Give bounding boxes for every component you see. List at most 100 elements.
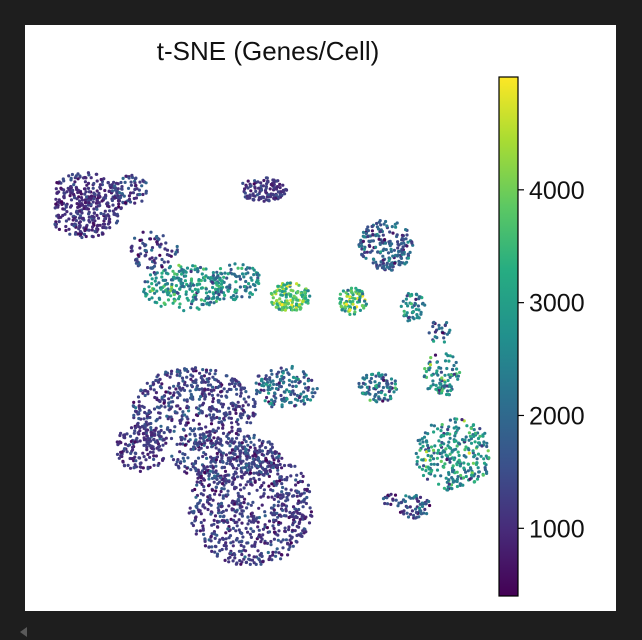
scatter-point: [341, 289, 345, 293]
scatter-point: [193, 519, 197, 523]
scatter-point: [473, 431, 477, 435]
scatter-point: [472, 434, 476, 438]
scatter-point: [291, 528, 295, 532]
scatter-point: [164, 390, 168, 394]
scatter-point: [133, 463, 137, 467]
scatter-point: [298, 512, 302, 516]
scatter-point: [440, 376, 444, 380]
scatter-point: [281, 493, 285, 497]
scatter-point: [235, 295, 239, 299]
scatter-point: [197, 501, 201, 505]
scatter-point: [145, 448, 149, 452]
scatter-point: [251, 404, 256, 408]
scatter-point: [175, 373, 179, 377]
scatter-point: [284, 509, 288, 513]
scatter-point: [451, 480, 455, 484]
scatter-point: [87, 201, 91, 205]
scatter-point: [248, 532, 252, 536]
scatter-point: [275, 456, 279, 460]
scatter-point: [189, 383, 193, 387]
scatter-point: [423, 507, 427, 511]
scatter-point: [284, 188, 289, 192]
scatter-point: [258, 460, 262, 464]
scatter-point: [254, 280, 259, 284]
scatter-point: [250, 544, 254, 548]
scatter-point: [225, 276, 229, 280]
scatter-point: [203, 539, 207, 544]
scatter-point: [418, 465, 422, 469]
scatter-point: [434, 387, 438, 391]
scatter-point: [415, 497, 419, 501]
scatter-point: [246, 502, 250, 506]
scatter-point: [137, 400, 141, 404]
scatter-point: [374, 260, 378, 264]
scatter-point: [233, 384, 237, 388]
scatter-point: [169, 294, 173, 298]
scatter-point: [229, 267, 233, 272]
scatter-point: [404, 297, 408, 301]
scatter-point: [230, 425, 234, 429]
scatter-point: [248, 562, 252, 567]
scatter-point: [161, 234, 165, 238]
scatter-point: [206, 380, 210, 384]
scatter-point: [421, 440, 425, 444]
scatter-point: [238, 414, 242, 418]
scatter-point: [233, 470, 237, 474]
scatter-point: [300, 492, 304, 496]
scatter-point: [254, 288, 258, 292]
scatter-point: [187, 409, 191, 413]
scatter-point: [194, 438, 198, 442]
scatter-point: [86, 181, 91, 185]
scatter-point: [280, 466, 284, 470]
scatter-point: [471, 461, 475, 465]
scatter-point: [405, 311, 409, 315]
scatter-point: [285, 495, 289, 500]
scatter-point: [91, 221, 95, 225]
scatter-point: [80, 211, 84, 215]
scatter-point: [305, 487, 309, 492]
scatter-point: [204, 414, 209, 418]
scatter-point: [129, 249, 133, 253]
scatter-point: [291, 505, 296, 509]
scatter-point: [448, 383, 452, 387]
scatter-point: [353, 310, 357, 314]
scatter-point: [86, 171, 90, 175]
scatter-point: [406, 515, 411, 519]
scatter-point: [143, 424, 147, 428]
scatter-point: [275, 179, 279, 183]
scatter-point: [235, 459, 239, 463]
scatter-point: [421, 444, 425, 448]
scatter-point: [445, 384, 449, 388]
scatter-point: [248, 285, 252, 289]
scatter-point: [193, 264, 197, 268]
scatter-point: [82, 187, 87, 191]
scatter-point: [436, 462, 440, 467]
scatter-point: [232, 457, 236, 461]
scatter-point: [286, 542, 290, 546]
scatter-point: [372, 397, 376, 401]
scatter-point: [134, 196, 138, 200]
scatter-point: [455, 463, 459, 467]
scatter-point: [238, 457, 242, 461]
scatter-point: [111, 209, 115, 213]
scatter-point: [207, 484, 211, 488]
scatter-point: [188, 506, 192, 510]
scatter-point: [390, 242, 394, 246]
scatter-point: [136, 395, 141, 399]
scatter-point: [274, 550, 278, 554]
scatter-point: [219, 505, 223, 509]
scroll-left-arrow-icon[interactable]: [20, 627, 27, 637]
scatter-point: [283, 192, 287, 196]
scatter-point: [242, 435, 246, 439]
scatter-point: [360, 253, 365, 257]
scatter-point: [362, 235, 366, 239]
scatter-point: [306, 385, 311, 390]
scatter-point: [272, 497, 276, 501]
scatter-point: [471, 449, 475, 453]
scatter-point: [92, 207, 96, 211]
scatter-point: [160, 395, 164, 399]
scatter-point: [199, 492, 203, 496]
scatter-point: [219, 290, 223, 294]
scatter-point: [391, 254, 395, 258]
scatter-point: [278, 288, 282, 292]
